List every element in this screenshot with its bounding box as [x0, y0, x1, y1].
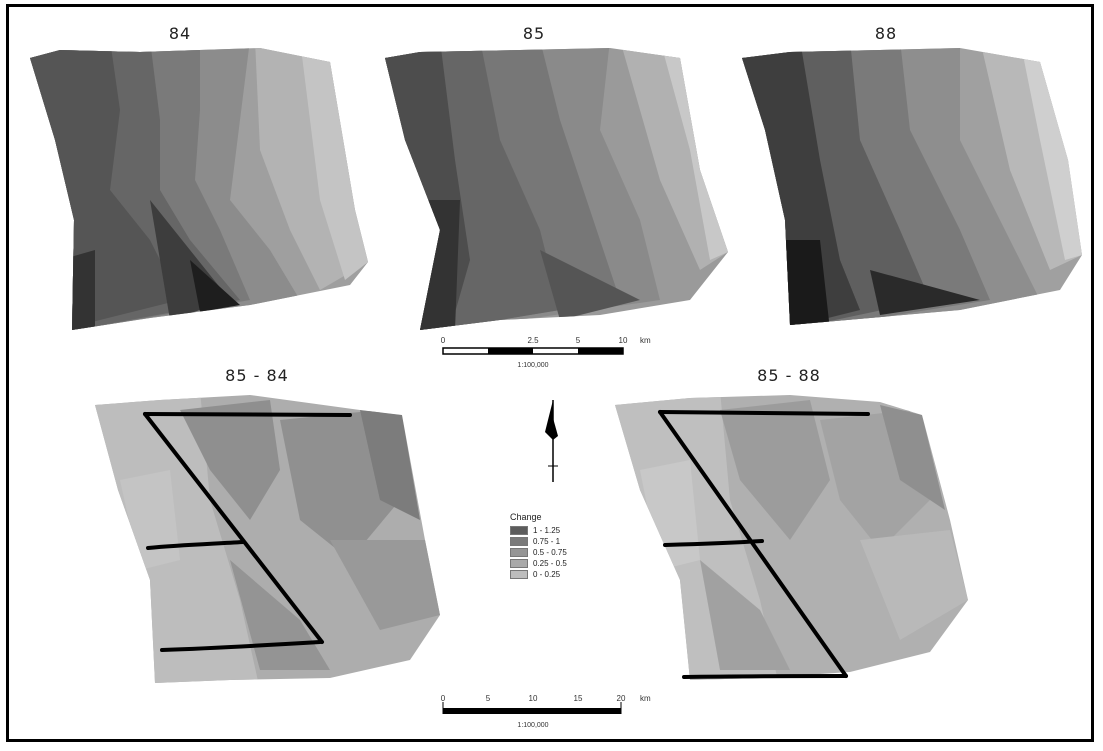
map-85-88 [615, 395, 968, 680]
map-title-85-88: 85 - 88 [757, 366, 821, 385]
legend-swatch [510, 548, 528, 557]
scalebar-top-graphic [442, 347, 624, 355]
scalebar-top-tick-0: 0 [440, 336, 446, 345]
legend-swatch [510, 570, 528, 579]
map-85 [385, 48, 728, 330]
map-88 [742, 48, 1082, 325]
legend: Change 1 - 1.25 0.75 - 1 0.5 - 0.75 0.25… [510, 512, 606, 580]
legend-label: 0 - 0.25 [533, 570, 561, 579]
scalebar-top-tick-1: 2.5 [527, 336, 539, 345]
legend-item: 0 - 0.25 [510, 569, 606, 580]
legend-label: 0.75 - 1 [533, 537, 561, 546]
legend-item: 0.5 - 0.75 [510, 547, 606, 558]
scalebar-bottom-unit: km [640, 694, 651, 703]
scalebar-top-tick-2: 5 [575, 336, 581, 345]
scalebar-top-tick-3: 10 [618, 336, 628, 345]
transect-lines-85-84 [143, 412, 352, 652]
legend-label: 0.5 - 0.75 [533, 548, 567, 557]
legend-label: 0.25 - 0.5 [533, 559, 567, 568]
map-85-84 [95, 395, 440, 683]
scalebar-bottom-tick-3: 15 [573, 694, 583, 703]
scalebar-top-unit: km [640, 336, 651, 345]
map-title-85-84: 85 - 84 [225, 366, 289, 385]
scalebar-bottom-tick-0: 0 [440, 694, 446, 703]
scalebar-bottom-caption: 1:100,000 [517, 722, 549, 729]
map-84 [30, 48, 368, 330]
legend-item: 0.75 - 1 [510, 536, 606, 547]
legend-swatch [510, 526, 528, 535]
scalebar-bottom-graphic [442, 702, 622, 714]
legend-swatch [510, 559, 528, 568]
scalebar-bottom-tick-2: 10 [528, 694, 538, 703]
legend-swatch [510, 537, 528, 546]
scalebar-top-caption: 1:100,000 [517, 362, 549, 369]
scalebar-bottom-tick-1: 5 [485, 694, 491, 703]
legend-label: 1 - 1.25 [533, 526, 561, 535]
legend-title: Change [510, 512, 542, 522]
transect-lines-85-88 [658, 410, 870, 679]
legend-item: 0.25 - 0.5 [510, 558, 606, 569]
legend-item: 1 - 1.25 [510, 525, 606, 536]
map-title-88: 88 [874, 24, 898, 43]
north-arrow-icon [545, 400, 558, 482]
map-title-85: 85 [522, 24, 546, 43]
map-title-84: 84 [168, 24, 192, 43]
scalebar-bottom-tick-4: 20 [616, 694, 626, 703]
